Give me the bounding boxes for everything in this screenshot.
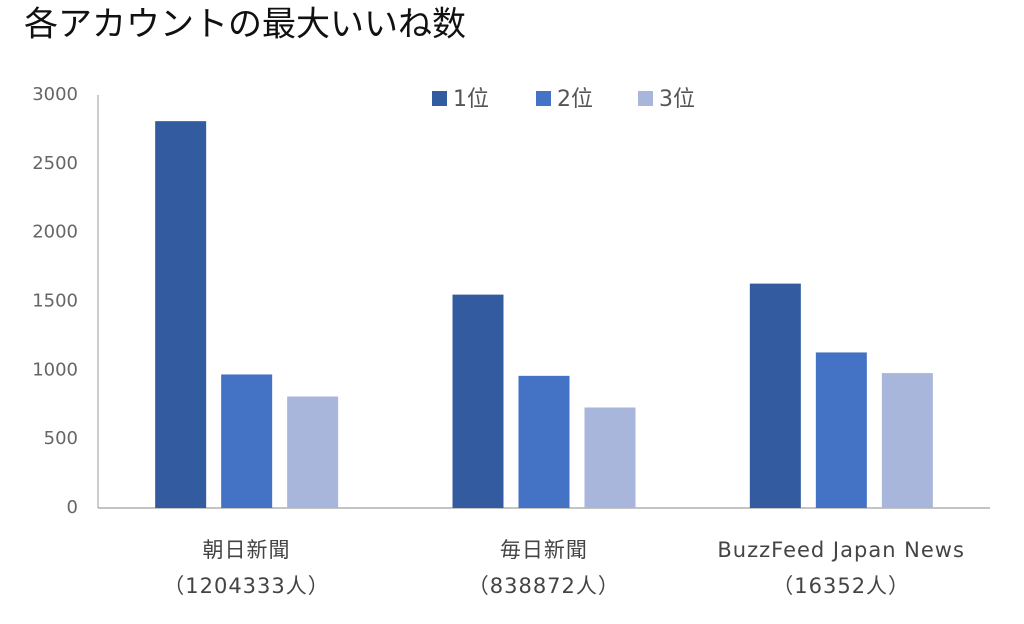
bar <box>155 121 207 508</box>
bar <box>749 283 801 508</box>
legend-swatch <box>432 91 447 106</box>
legend-label: 2位 <box>557 87 593 112</box>
bar <box>518 375 570 508</box>
x-tick-label: 朝日新聞 （1204333人） <box>163 538 330 598</box>
y-tick-label: 2000 <box>32 222 78 243</box>
legend-label: 3位 <box>659 87 695 112</box>
legend-swatch <box>638 91 653 106</box>
y-tick-label: 3000 <box>32 84 78 105</box>
bar <box>221 374 273 508</box>
bar <box>815 352 867 508</box>
y-tick-label: 1500 <box>32 291 78 312</box>
y-tick-label: 500 <box>44 428 78 449</box>
y-tick-label: 1000 <box>32 359 78 380</box>
bar <box>452 294 504 508</box>
x-tick-label: 毎日新聞 （838872人） <box>467 538 620 598</box>
bar <box>881 373 933 508</box>
legend-label: 1位 <box>453 87 489 112</box>
bar <box>584 407 636 508</box>
x-tick-label: BuzzFeed Japan News （16352人） <box>717 538 965 598</box>
y-tick-label: 2500 <box>32 153 78 174</box>
bar <box>287 396 339 508</box>
chart-title: 各アカウントの最大いいね数 <box>24 5 466 45</box>
y-tick-label: 0 <box>67 497 78 518</box>
legend-swatch <box>536 91 551 106</box>
